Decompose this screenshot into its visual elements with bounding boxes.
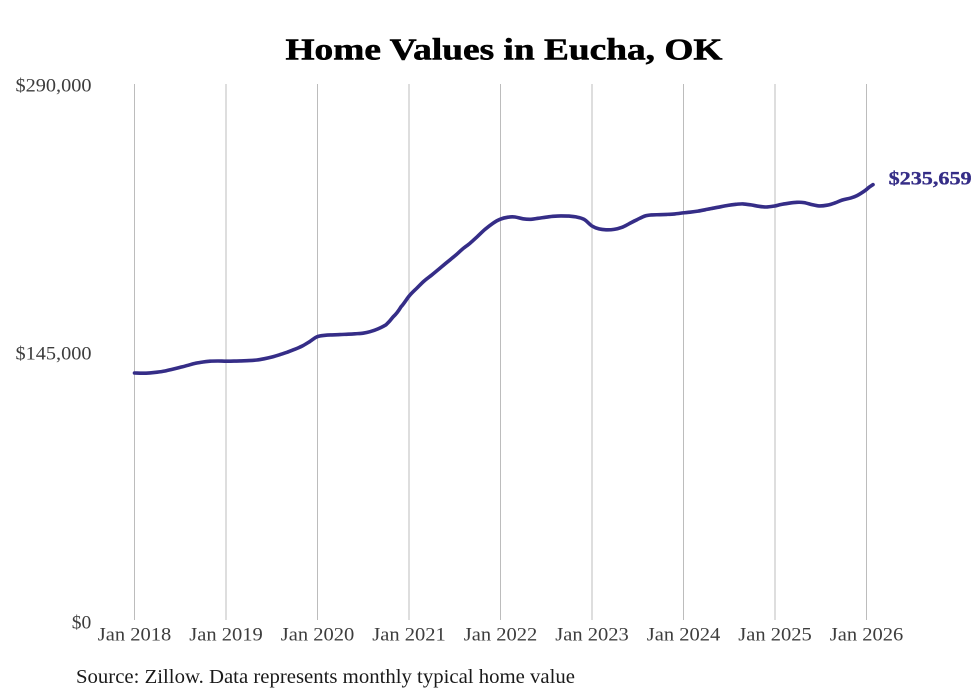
svg-text:Jan 2022: Jan 2022 bbox=[464, 626, 538, 646]
svg-text:Jan 2019: Jan 2019 bbox=[189, 626, 263, 646]
svg-text:Jan 2026: Jan 2026 bbox=[830, 626, 904, 646]
svg-text:Jan 2020: Jan 2020 bbox=[281, 626, 355, 646]
svg-text:Source: Zillow. Data represent: Source: Zillow. Data represents monthly … bbox=[76, 667, 575, 688]
svg-text:Jan 2018: Jan 2018 bbox=[98, 626, 172, 646]
svg-text:Jan 2025: Jan 2025 bbox=[738, 626, 812, 646]
svg-text:Jan 2024: Jan 2024 bbox=[647, 626, 721, 646]
svg-text:$145,000: $145,000 bbox=[16, 344, 92, 364]
svg-text:$290,000: $290,000 bbox=[16, 76, 92, 96]
svg-text:$235,659: $235,659 bbox=[889, 168, 972, 189]
svg-text:$0: $0 bbox=[72, 614, 92, 634]
svg-text:Home Values in Eucha, OK: Home Values in Eucha, OK bbox=[286, 33, 723, 67]
svg-text:Jan 2021: Jan 2021 bbox=[372, 626, 446, 646]
svg-text:Jan 2023: Jan 2023 bbox=[555, 626, 629, 646]
